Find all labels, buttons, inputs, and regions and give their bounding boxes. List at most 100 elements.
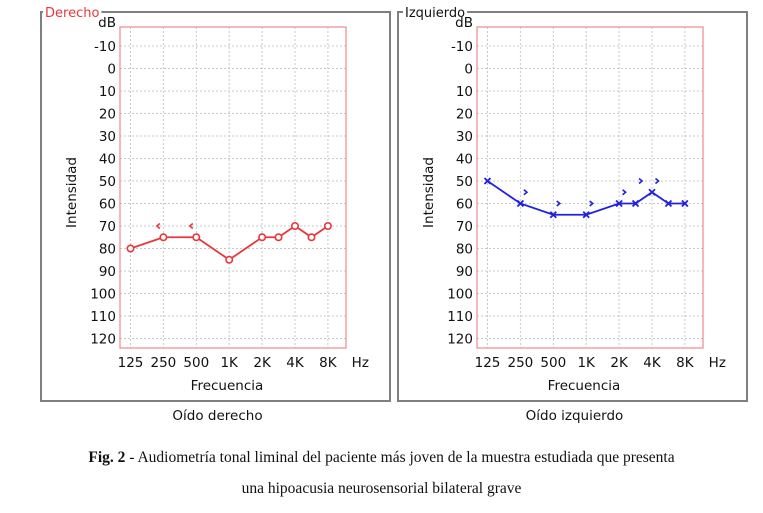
y-tick-label: 20 bbox=[99, 107, 116, 123]
y-tick-label: 60 bbox=[456, 197, 473, 213]
y-tick-label: 40 bbox=[99, 152, 116, 168]
y-tick-label: 30 bbox=[99, 129, 116, 145]
y-tick-label: 50 bbox=[456, 174, 473, 190]
x-tick-label: 250 bbox=[508, 355, 534, 371]
y-tick-label: 50 bbox=[99, 174, 116, 190]
air-marker-x bbox=[615, 199, 623, 208]
y-unit-label: dB bbox=[455, 15, 473, 31]
y-axis-label: Intensidad bbox=[64, 157, 80, 228]
air-marker-circle bbox=[192, 233, 201, 242]
x-tick-label: 500 bbox=[540, 355, 566, 371]
air-marker-x bbox=[549, 211, 557, 219]
air-marker-circle bbox=[307, 233, 316, 242]
figure-caption-line1: Fig. 2 - Audiometría tonal liminal del p… bbox=[0, 449, 763, 467]
x-tick-label: 500 bbox=[183, 355, 209, 371]
y-tick-label: -10 bbox=[451, 39, 473, 55]
air-marker-x-stroke bbox=[648, 188, 656, 196]
bone-marker bbox=[188, 222, 194, 230]
y-tick-label: 100 bbox=[447, 287, 473, 303]
panel-frame bbox=[40, 11, 391, 402]
bone-marker bbox=[654, 177, 660, 185]
air-marker-x-stroke bbox=[483, 177, 492, 185]
x-tick-label: 1K bbox=[577, 355, 596, 371]
x-unit-label: Hz bbox=[709, 355, 726, 371]
bone-marker bbox=[638, 177, 644, 185]
air-marker-x-stroke bbox=[516, 199, 525, 208]
bone-marker bbox=[622, 189, 627, 196]
figure-caption-line2: una hipoacusia neurosensorial bilateral … bbox=[241, 480, 522, 497]
figure-caption-text-1: - Audiometría tonal liminal del paciente… bbox=[125, 449, 675, 466]
y-tick-label: 70 bbox=[456, 219, 473, 235]
y-tick-label: 20 bbox=[456, 107, 473, 123]
panel-label-bg bbox=[43, 4, 102, 20]
air-marker-x bbox=[582, 211, 590, 219]
x-tick-label: 8K bbox=[676, 355, 695, 371]
x-axis-label: Frecuencia bbox=[548, 378, 621, 394]
air-marker-circle bbox=[225, 255, 234, 264]
panel-caption: Oído izquierdo bbox=[526, 408, 624, 424]
air-marker-x-stroke bbox=[681, 199, 689, 208]
x-tick-label: 2K bbox=[253, 355, 272, 371]
y-tick-label: 80 bbox=[99, 242, 116, 258]
x-tick-label: 2K bbox=[610, 355, 629, 371]
plot-area-border bbox=[119, 26, 347, 349]
y-tick-label: 40 bbox=[456, 152, 473, 168]
x-axis-label: Frecuencia bbox=[191, 378, 264, 394]
panel-caption: Oído derecho bbox=[172, 408, 262, 424]
air-marker-x bbox=[483, 177, 492, 185]
y-tick-label: 70 bbox=[99, 219, 116, 235]
y-unit-label: dB bbox=[98, 15, 116, 31]
y-tick-label: 110 bbox=[90, 309, 116, 325]
y-tick-label: 120 bbox=[447, 332, 473, 348]
air-marker-x-stroke bbox=[549, 211, 557, 219]
plot-area-border bbox=[476, 26, 704, 349]
air-marker-x bbox=[664, 199, 673, 208]
panel-label-bg bbox=[403, 4, 468, 20]
y-axis-label: Intensidad bbox=[421, 157, 437, 228]
bone-marker bbox=[523, 189, 529, 196]
audiogram-panel-right: Derecho -10 0 10 20 30 40 50 60 70 80 90 100 110 120 dB… bbox=[40, 4, 391, 424]
figure-caption-label: Fig. 2 bbox=[88, 449, 126, 466]
air-marker-circle bbox=[258, 233, 267, 242]
x-tick-label: 1K bbox=[220, 355, 239, 371]
y-tick-label: 60 bbox=[99, 197, 116, 213]
y-tick-label: 80 bbox=[456, 242, 473, 258]
audiogram-panel-left: Izquierdo -10 0 10 20 30 40 50 60 70 80 90 100 110 120… bbox=[397, 4, 748, 424]
bone-marker bbox=[589, 200, 594, 207]
x-tick-label: 125 bbox=[475, 355, 501, 371]
air-marker-x bbox=[648, 188, 656, 196]
air-conduction-line bbox=[486, 180, 685, 216]
y-tick-label: 0 bbox=[107, 62, 116, 78]
bone-marker bbox=[155, 222, 161, 230]
panel-label: Derecho bbox=[45, 6, 99, 21]
panel-label: Izquierdo bbox=[405, 6, 465, 21]
x-tick-label: 4K bbox=[643, 355, 662, 371]
y-tick-label: 10 bbox=[99, 84, 116, 100]
y-tick-label: -10 bbox=[94, 39, 116, 55]
x-tick-label: 125 bbox=[118, 355, 144, 371]
y-tick-label: 90 bbox=[99, 264, 116, 280]
panel-frame bbox=[397, 11, 748, 402]
y-tick-label: 10 bbox=[456, 84, 473, 100]
air-marker-x-stroke bbox=[664, 199, 673, 208]
x-tick-label: 4K bbox=[286, 355, 305, 371]
y-tick-label: 0 bbox=[464, 62, 473, 78]
air-marker-x-stroke bbox=[582, 211, 590, 219]
x-tick-label: 8K bbox=[319, 355, 338, 371]
x-unit-label: Hz bbox=[352, 355, 369, 371]
air-marker-circle bbox=[159, 233, 168, 242]
air-marker-circle bbox=[126, 244, 135, 253]
y-tick-label: 110 bbox=[447, 309, 473, 325]
x-tick-label: 250 bbox=[151, 355, 177, 371]
air-marker-circle bbox=[290, 222, 299, 231]
air-marker-x bbox=[631, 199, 640, 208]
air-marker-x-stroke bbox=[615, 199, 623, 208]
y-tick-label: 30 bbox=[456, 129, 473, 145]
air-marker-circle bbox=[323, 222, 332, 231]
y-tick-label: 100 bbox=[90, 287, 116, 303]
air-marker-circle bbox=[274, 233, 283, 242]
y-tick-label: 90 bbox=[456, 264, 473, 280]
air-marker-x bbox=[516, 199, 525, 208]
air-marker-x bbox=[681, 199, 689, 208]
